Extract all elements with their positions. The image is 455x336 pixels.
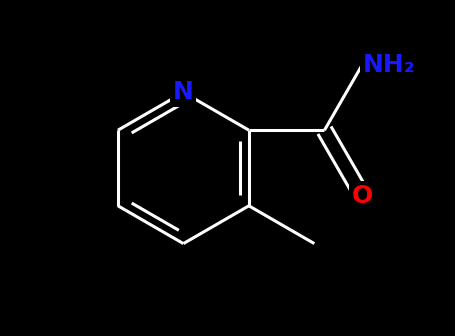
Text: O: O xyxy=(352,184,373,208)
Text: NH₂: NH₂ xyxy=(362,53,415,77)
Text: N: N xyxy=(173,80,194,104)
